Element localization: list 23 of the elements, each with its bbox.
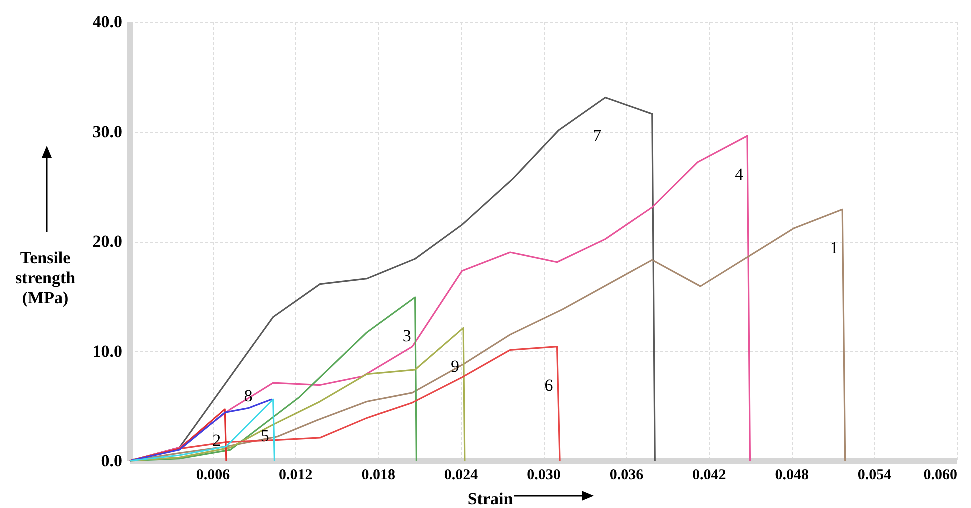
x-tick-label: 0.054: [858, 468, 892, 484]
y-tick-label: 40.0: [92, 12, 122, 32]
x-tick-label: 0.042: [692, 468, 726, 484]
series-label: 4: [734, 165, 744, 184]
x-tick-label: 0.024: [444, 468, 479, 484]
y-tick-label: 0.0: [101, 452, 122, 470]
x-tick-label: 0.060: [924, 468, 958, 484]
x-tick-label: 0.030: [527, 468, 561, 484]
series-label: 3: [402, 326, 412, 346]
series-label: 7: [593, 126, 602, 146]
x-axis-title: Strain: [468, 490, 514, 508]
y-tick-label: 30.0: [92, 122, 122, 142]
series-label: 1: [830, 238, 839, 258]
y-axis-title: Tensile strength (MPa): [15, 248, 76, 308]
y-tick-label: 20.0: [92, 232, 122, 251]
x-tick-label: 0.048: [775, 468, 809, 484]
series-label: 6: [544, 376, 554, 395]
x-tick-label: 0.006: [196, 468, 231, 484]
y-tick-label: 10.0: [92, 342, 122, 361]
line-series: [129, 296, 418, 462]
x-tick-label: 0.018: [362, 468, 396, 484]
x-tick-label: 0.036: [610, 468, 644, 484]
x-tick-label: 0.012: [279, 468, 313, 484]
